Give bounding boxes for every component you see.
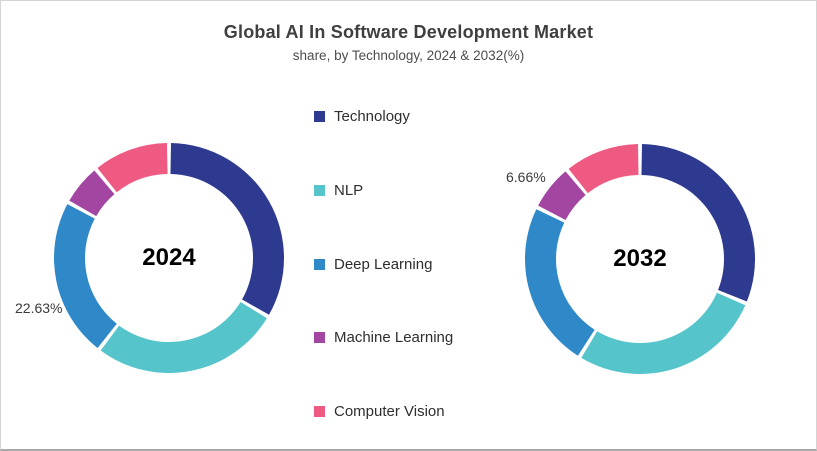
donut-slice-computer-vision-2032 (568, 144, 639, 194)
donut-slice-nlp-2024 (100, 302, 267, 374)
data-label-machine-learning-2032: 6.66% (506, 169, 546, 185)
chart-subtitle: share, by Technology, 2024 & 2032(%) (292, 48, 525, 63)
donut-slice-technology-2024 (170, 143, 284, 315)
donut-slice-deep-learning-2032 (524, 209, 595, 356)
legend-item-label: Computer Vision (334, 403, 445, 420)
donut-slice-deep-learning-2024 (53, 204, 117, 349)
legend-item-nlp: NLP (314, 182, 453, 199)
donut-slice-nlp-2032 (581, 292, 746, 375)
legend-item-machine-learning: Machine Learning (314, 329, 453, 346)
donut-slice-machine-learning-2024 (69, 170, 115, 217)
legend-item-label: Technology (334, 108, 410, 125)
data-label-deep-learning-2024: 22.63% (15, 300, 63, 316)
legend-item-technology: Technology (314, 108, 453, 125)
donut-center-label-2024: 2024 (142, 244, 196, 271)
legend-swatch-icon (314, 258, 325, 270)
legend-item-label: Machine Learning (334, 329, 454, 347)
legend-swatch-icon (314, 184, 325, 196)
chart-header: Global AI In Software Development Market… (1, 22, 816, 63)
legend-item-deep-learning: Deep Learning (314, 256, 453, 273)
legend-item-label: Deep Learning (334, 255, 433, 273)
legend: Technology NLP Deep Learning Machine Lea… (314, 108, 453, 420)
legend-swatch-icon (314, 332, 325, 344)
donut-slice-computer-vision-2024 (97, 143, 168, 193)
legend-swatch-icon (314, 406, 325, 417)
donut-chart-2024 (53, 143, 284, 374)
donut-center-label-2032: 2032 (613, 245, 667, 272)
legend-item-label: NLP (334, 181, 364, 199)
chart-title: Global AI In Software Development Market (223, 22, 594, 42)
donut-chart-2032 (524, 144, 756, 375)
donut-slice-machine-learning-2032 (538, 171, 586, 221)
donut-slice-technology-2032 (641, 144, 756, 302)
legend-swatch-icon (314, 111, 325, 122)
legend-item-computer-vision: Computer Vision (314, 403, 453, 420)
